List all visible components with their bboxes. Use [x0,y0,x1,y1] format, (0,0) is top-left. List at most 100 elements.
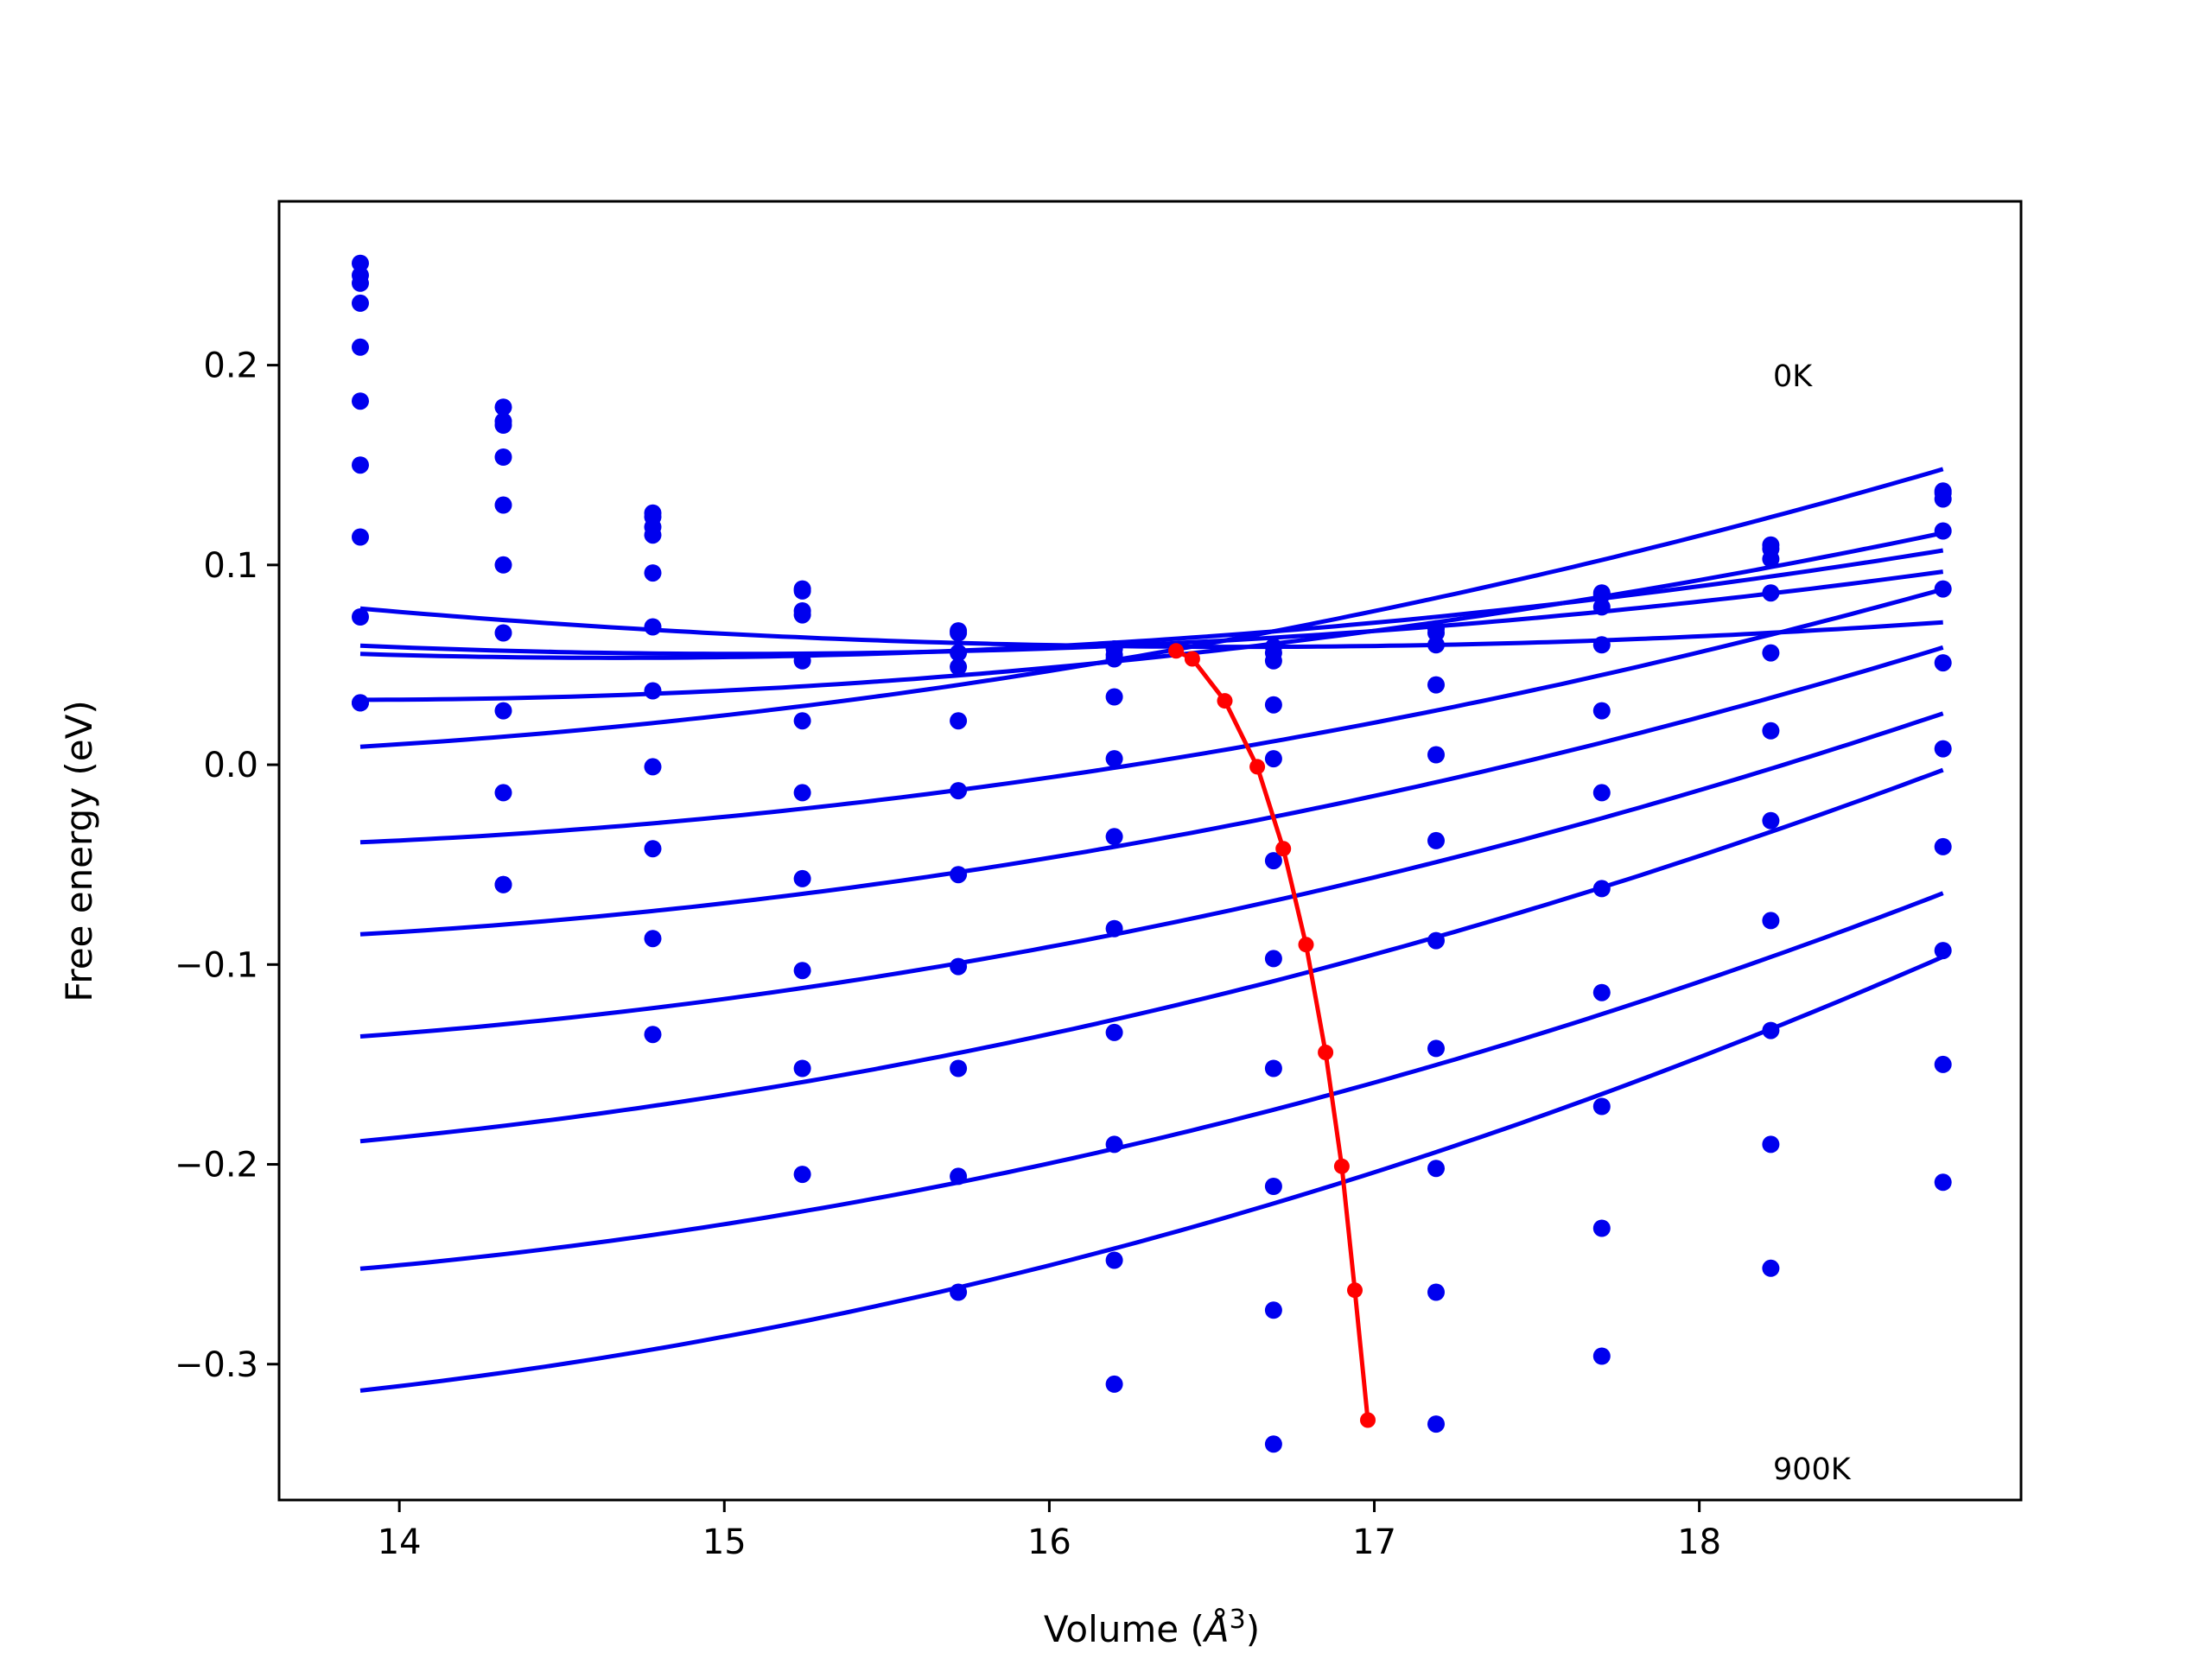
minima-point-3 [1249,759,1266,775]
data-point-0K-1 [494,398,512,416]
data-point-300K-9 [1762,584,1780,602]
data-point-500K-1 [494,556,512,574]
data-point-700K-10 [1934,837,1952,855]
data-point-500K-4 [950,782,968,800]
data-point-800K-9 [1762,1021,1780,1039]
fit-curve-300K [360,531,1944,702]
data-point-850K-8 [1592,1219,1611,1237]
data-point-800K-8 [1592,1097,1611,1116]
data-point-700K-0 [352,528,369,546]
data-point-700K-1 [494,702,512,720]
fit-curve-600K [359,645,1944,937]
y-axis-label: Free energy (eV) [58,700,100,1002]
data-point-500K-5 [1105,828,1123,846]
x-axis-label: Volume (Å3) [1044,1605,1260,1650]
minima-point-0 [1168,643,1185,659]
data-point-900K-5 [1105,1375,1123,1393]
fit-curve-500K [359,587,1944,845]
data-point-300K-6 [1264,696,1282,714]
minima-point-2 [1217,693,1233,709]
data-point-400K-8 [1592,702,1611,720]
annotation-900k: 900K [1773,1452,1852,1487]
data-point-600K-4 [950,866,968,884]
data-point-700K-4 [950,957,968,976]
data-point-600K-7 [1427,931,1445,950]
fit-curve-400K [359,467,1944,749]
data-point-900K-6 [1264,1435,1282,1453]
data-point-500K-6 [1264,852,1282,870]
minima-point-5 [1298,937,1314,953]
data-point-900K-10 [1934,1173,1952,1192]
data-point-500K-2 [644,618,662,636]
data-point-500K-0 [352,392,369,410]
fit-curve-700K [359,711,1944,1039]
data-point-900K-1 [494,875,512,893]
data-point-700K-2 [644,758,662,776]
y-tick-label-4: −0.2 [175,1146,258,1185]
plot-frame [277,200,2023,1502]
data-point-200K-4 [950,644,968,662]
minima-point-7 [1333,1158,1350,1174]
data-point-850K-5 [1105,1251,1123,1269]
minima-point-4 [1275,841,1292,857]
fit-curve-100K [359,569,1944,657]
data-point-900K-4 [950,1283,968,1301]
data-point-500K-10 [1934,654,1952,672]
data-point-800K-1 [494,784,512,802]
data-point-600K-10 [1934,740,1952,758]
data-point-600K-5 [1105,919,1123,938]
y-tick-label-5: −0.3 [175,1345,258,1385]
data-point-900K-8 [1592,1347,1611,1365]
y-tick-label-0: 0.2 [203,346,258,386]
data-point-850K-2 [644,930,662,948]
y-tick-label-3: −0.1 [175,945,258,985]
data-point-900K-2 [644,1026,662,1044]
data-point-850K-6 [1264,1301,1282,1319]
data-point-800K-10 [1934,942,1952,960]
data-point-400K-10 [1934,580,1952,598]
data-point-200K-9 [1762,550,1780,568]
data-point-850K-9 [1762,1135,1780,1154]
minima-line [1175,649,1370,1421]
data-point-200K-8 [1592,598,1611,616]
data-point-400K-4 [950,712,968,730]
x-tick-label-18: 18 [1677,1522,1721,1562]
data-point-300K-5 [1105,688,1123,706]
data-point-400K-1 [494,496,512,514]
data-point-400K-0 [352,338,369,356]
data-point-200K-7 [1427,636,1445,654]
data-point-900K-9 [1762,1259,1780,1277]
data-point-600K-0 [352,456,369,474]
data-point-200K-5 [1105,650,1123,668]
data-point-900K-3 [793,1166,811,1184]
data-point-200K-1 [494,416,512,434]
fit-curve-850K [359,891,1944,1271]
minima-point-8 [1347,1282,1363,1299]
data-point-700K-8 [1592,983,1611,1001]
data-point-800K-6 [1264,1178,1282,1195]
data-point-100K-4 [950,624,968,642]
x-tick-label-14: 14 [378,1522,422,1562]
fit-curve-200K [359,548,1944,660]
data-point-600K-8 [1592,880,1611,898]
minima-point-6 [1318,1045,1334,1060]
x-tick-label-17: 17 [1352,1522,1396,1562]
minima-point-9 [1360,1412,1376,1428]
data-point-600K-1 [494,624,512,642]
data-point-300K-3 [793,606,811,624]
data-point-300K-2 [644,526,662,544]
data-point-600K-6 [1264,950,1282,968]
data-point-600K-3 [793,784,811,802]
data-point-800K-0 [352,608,369,626]
data-point-500K-7 [1427,831,1445,849]
data-point-600K-2 [644,682,662,700]
data-point-700K-5 [1105,1023,1123,1041]
data-point-400K-9 [1762,644,1780,662]
data-point-400K-7 [1427,746,1445,764]
data-point-700K-7 [1427,1039,1445,1058]
data-point-300K-0 [352,294,369,312]
data-point-800K-2 [644,840,662,858]
data-point-800K-3 [793,962,811,980]
data-point-100K-7 [1427,624,1445,642]
